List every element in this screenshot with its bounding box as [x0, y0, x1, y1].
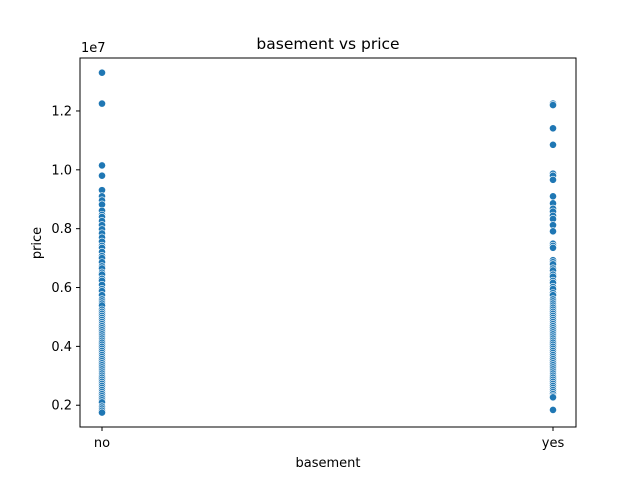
- data-point: [98, 408, 106, 417]
- chart-title: basement vs price: [256, 35, 399, 53]
- points-layer: [98, 68, 557, 417]
- x-tick-label: yes: [542, 436, 565, 451]
- y-tick-label: 0.4: [51, 340, 72, 355]
- data-point: [549, 227, 557, 236]
- y-axis-label: price: [30, 227, 45, 259]
- x-tick-label: no: [94, 436, 110, 451]
- x-axis: no yes: [94, 427, 565, 451]
- data-point: [549, 243, 557, 252]
- data-point: [549, 124, 557, 133]
- y-axis-offset-label: 1e7: [81, 41, 106, 56]
- data-point: [549, 393, 557, 402]
- x-axis-label: basement: [296, 456, 361, 471]
- y-tick-label: 0.6: [51, 281, 72, 296]
- data-point: [98, 171, 106, 180]
- y-tick-label: 0.8: [51, 222, 72, 237]
- data-point: [549, 175, 557, 184]
- data-point: [98, 68, 106, 77]
- y-tick-label: 1.0: [51, 163, 72, 178]
- y-tick-label: 0.2: [51, 399, 72, 414]
- y-tick-label: 1.2: [51, 104, 72, 119]
- data-point: [98, 161, 106, 170]
- data-point: [549, 101, 557, 109]
- data-point: [98, 99, 106, 108]
- data-point: [549, 140, 557, 149]
- data-point: [549, 406, 557, 414]
- y-axis: 0.2 0.4 0.6 0.8 1.0 1.2: [51, 104, 80, 414]
- plot-area-frame: [79, 57, 577, 428]
- data-point: [549, 192, 557, 201]
